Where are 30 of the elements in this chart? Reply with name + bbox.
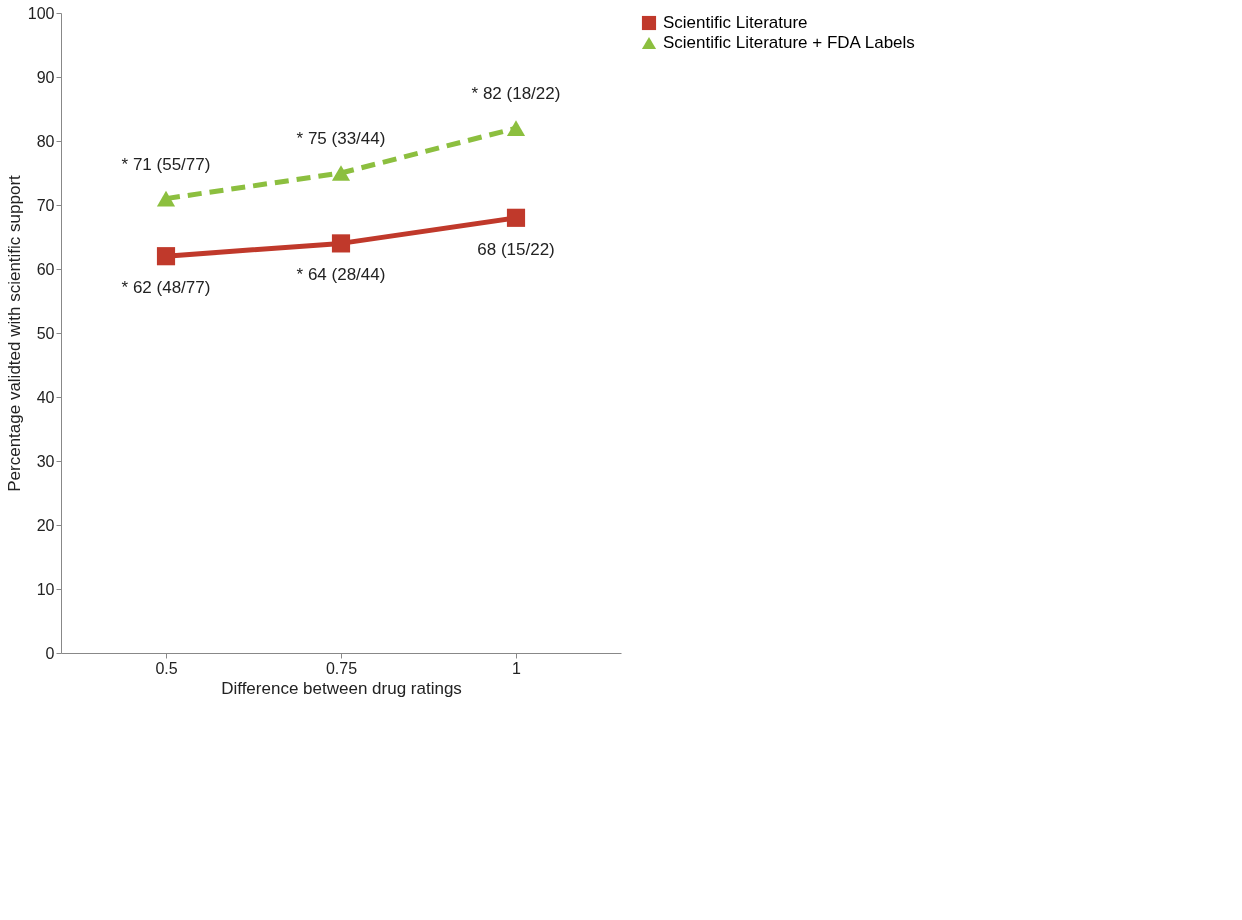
point (156, 190, 176, 207)
y-tick-label: 0 (45, 644, 55, 662)
point (331, 165, 351, 181)
y-tick-label: 60 (36, 260, 55, 278)
legend-label: Scientific Literature (663, 13, 808, 32)
data-label: 68 (15/22) (477, 239, 555, 259)
data-label: * 82 (18/22) (471, 84, 561, 104)
data-label: * 62 (48/77) (121, 278, 211, 298)
y-tick-label: 100 (27, 4, 55, 22)
point (331, 234, 351, 253)
y-tick-label: 10 (36, 580, 55, 598)
x-tick-label: 0.75 (325, 659, 358, 677)
data-label: * 75 (33/44) (296, 129, 386, 148)
legend-label: Scientific Literature + FDA Labels (663, 33, 915, 52)
y-tick-label: 30 (36, 452, 55, 470)
y-tick-label: 50 (36, 324, 55, 342)
point (506, 208, 526, 227)
point (156, 247, 176, 266)
y-axis-title: Percentage validted with scientific support (4, 174, 24, 492)
x-axis-title: Difference between drug ratings (221, 678, 462, 698)
x-tick-label: 0.5 (155, 659, 178, 677)
y-tick-label: 40 (36, 388, 55, 406)
y-tick-label: 90 (36, 68, 55, 86)
data-label: * 71 (55/77) (121, 154, 211, 174)
data-label: * 64 (28/44) (296, 265, 386, 285)
x-tick-label: 1 (512, 659, 522, 677)
y-tick-label: 70 (36, 196, 55, 214)
y-tick-label: 80 (36, 132, 55, 150)
point (506, 120, 526, 137)
y-tick-label: 20 (36, 516, 55, 534)
